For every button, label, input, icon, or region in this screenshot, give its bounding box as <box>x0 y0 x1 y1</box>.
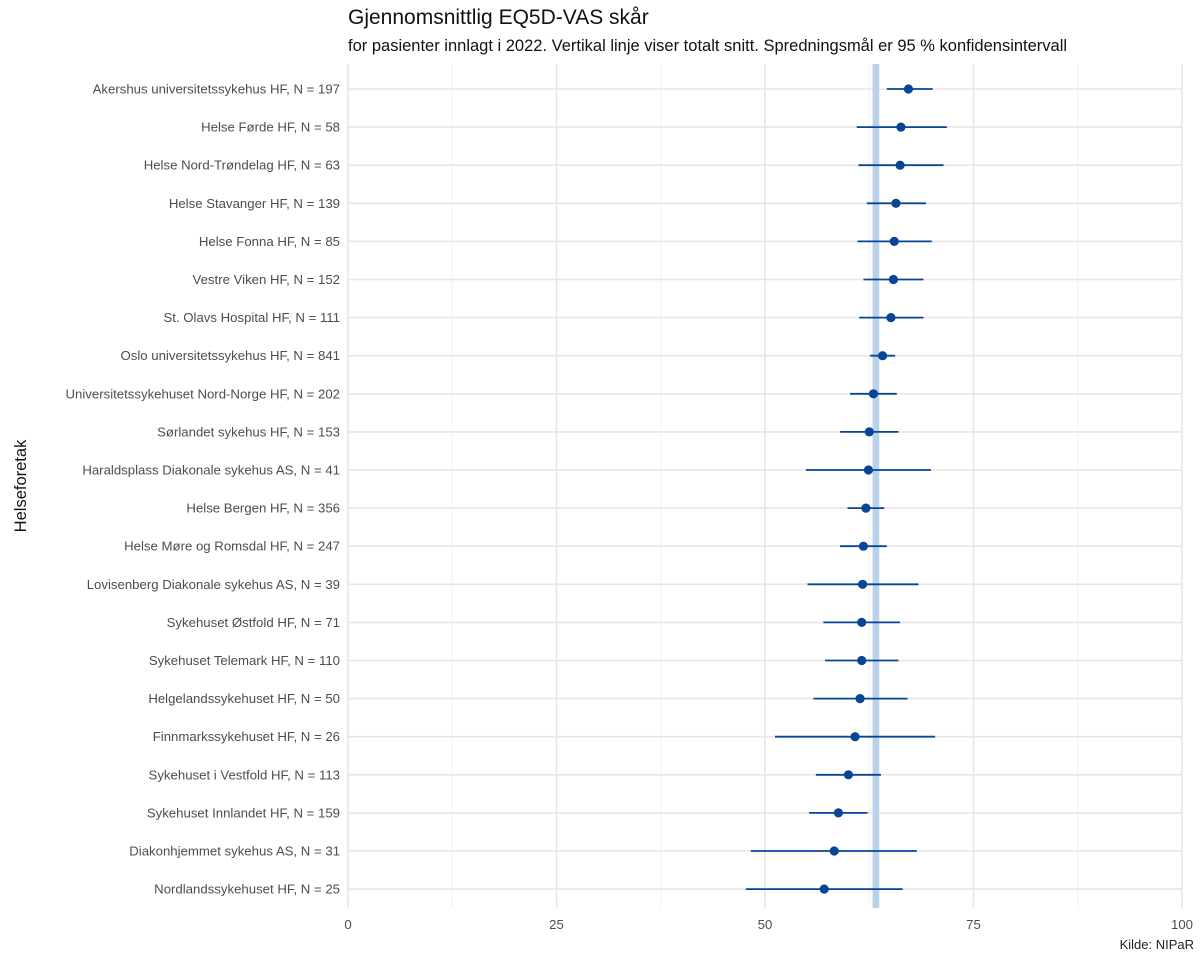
data-point <box>861 503 871 513</box>
y-tick-label: Universitetssykehuset Nord-Norge HF, N =… <box>66 386 340 401</box>
y-tick-label: Helse Førde HF, N = 58 <box>201 120 340 135</box>
data-point <box>819 884 829 894</box>
y-axis-title: Helseforetak <box>12 439 30 532</box>
y-tick-label: Finnmarkssykehuset HF, N = 26 <box>153 729 340 744</box>
chart-caption: Kilde: NIPaR <box>1119 937 1194 952</box>
x-tick-label: 0 <box>344 917 351 932</box>
y-tick-label: Sørlandet sykehus HF, N = 153 <box>157 424 340 439</box>
data-point <box>863 465 874 475</box>
y-tick-label: Sykehuset Telemark HF, N = 110 <box>149 653 340 668</box>
data-point <box>868 389 879 399</box>
data-point <box>829 846 839 856</box>
y-tick-label: Sykehuset i Vestfold HF, N = 113 <box>149 767 340 782</box>
data-point <box>886 313 896 323</box>
data-point <box>843 770 854 780</box>
x-tick-label: 25 <box>549 917 564 932</box>
x-tick-label: 100 <box>1171 917 1193 932</box>
x-tick-label: 50 <box>758 917 773 932</box>
data-point <box>903 84 914 94</box>
y-tick-label: Helse Stavanger HF, N = 139 <box>169 196 340 211</box>
x-tick-label: 75 <box>966 917 981 932</box>
reference-line <box>872 64 880 908</box>
data-point <box>895 160 905 170</box>
data-point <box>888 274 899 285</box>
y-tick-label: Akershus universitetssykehus HF, N = 197 <box>93 82 340 97</box>
y-tick-label: Vestre Viken HF, N = 152 <box>193 272 340 287</box>
y-tick-label: Helgelandssykehuset HF, N = 50 <box>148 691 340 706</box>
data-point <box>889 236 899 246</box>
y-tick-label: Helse Bergen HF, N = 356 <box>186 501 340 516</box>
data-point <box>896 122 906 132</box>
data-point <box>833 808 843 818</box>
chart-subtitle: for pasienter innlagt i 2022. Vertikal l… <box>348 37 1068 55</box>
y-tick-label: Oslo universitetssykehus HF, N = 841 <box>120 348 340 363</box>
data-point <box>864 427 874 437</box>
y-tick-label: Nordlandssykehuset HF, N = 25 <box>154 882 340 897</box>
data-point <box>877 351 888 361</box>
data-point <box>857 579 868 589</box>
data-point <box>891 198 901 208</box>
y-tick-label: Lovisenberg Diakonale sykehus AS, N = 39 <box>87 577 340 592</box>
data-point <box>857 617 867 628</box>
y-tick-label: Diakonhjemmet sykehus AS, N = 31 <box>129 844 340 859</box>
y-tick-label: Sykehuset Innlandet HF, N = 159 <box>147 805 340 820</box>
data-point <box>857 655 867 666</box>
y-tick-label: Haraldsplass Diakonale sykehus AS, N = 4… <box>82 463 340 478</box>
data-point <box>858 541 869 551</box>
y-tick-label: Helse Møre og Romsdal HF, N = 247 <box>124 539 340 554</box>
y-tick-label: Sykehuset Østfold HF, N = 71 <box>167 615 340 630</box>
y-tick-label: St. Olavs Hospital HF, N = 111 <box>163 310 340 325</box>
data-point <box>855 694 865 704</box>
chart-title: Gjennomsnittlig EQ5D-VAS skår <box>348 6 649 29</box>
y-tick-label: Helse Fonna HF, N = 85 <box>199 234 340 249</box>
y-tick-label: Helse Nord-Trøndelag HF, N = 63 <box>144 158 340 173</box>
data-point <box>850 732 860 742</box>
